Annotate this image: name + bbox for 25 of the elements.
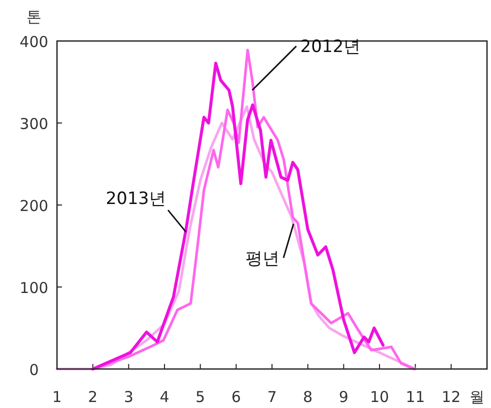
y-tick-label: 200 <box>20 197 48 215</box>
x-tick-label: 10 <box>370 388 390 406</box>
x-tick-label: 12 <box>442 388 461 406</box>
annotation: 2012년 <box>252 37 361 91</box>
annotation: 평년 <box>246 248 280 269</box>
x-tick-label: 5 <box>196 388 206 406</box>
annotation: 평년 <box>246 224 294 269</box>
x-tick-label: 7 <box>267 388 277 406</box>
x-tick-label: 2 <box>88 388 98 406</box>
y-tick-label: 100 <box>20 279 48 297</box>
x-tick-label: 9 <box>338 388 348 406</box>
x-tick-label: 1 <box>52 388 62 406</box>
y-tick-label: 400 <box>20 33 48 51</box>
annotation: 2013년 <box>106 189 187 233</box>
annotation: 2013년 <box>106 189 166 210</box>
y-tick-label: 300 <box>20 115 48 133</box>
x-tick-label: 8 <box>303 388 313 406</box>
annotation: 2012년 <box>300 37 361 58</box>
y-tick-label: 0 <box>29 361 39 379</box>
x-tick-label: 4 <box>160 388 170 406</box>
x-tick-label: 11 <box>406 388 425 406</box>
y-axis-title: 톤 <box>26 8 42 26</box>
x-tick-label: 3 <box>124 388 134 406</box>
x-axis-title: 월 <box>470 388 484 406</box>
x-tick-label: 6 <box>231 388 241 406</box>
